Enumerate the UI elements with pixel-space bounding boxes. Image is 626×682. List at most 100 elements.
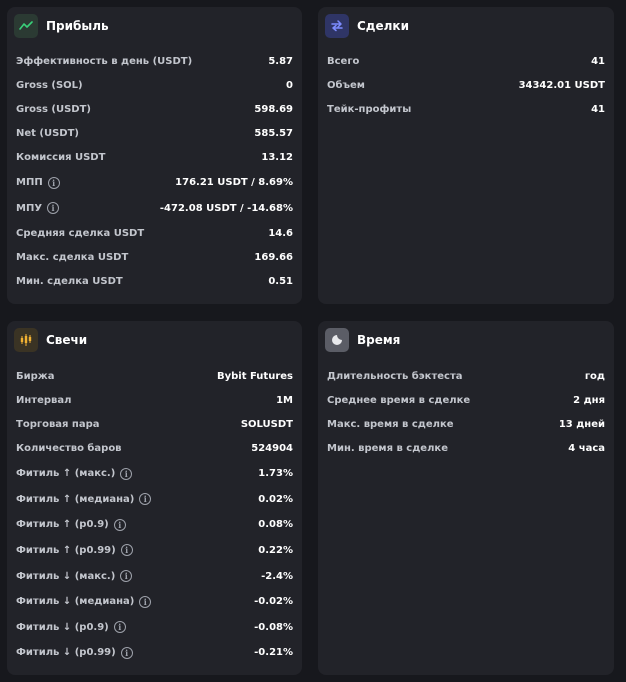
profit-card-title: Прибыль	[46, 19, 109, 33]
time-row-value: год	[584, 370, 605, 382]
time-row-value: 13 дней	[558, 418, 605, 430]
candles-row-value: -0.02%	[254, 596, 293, 608]
profit-card: Прибыль Эффективность в день (USDT) 5.87 G…	[7, 7, 302, 304]
deals-row: Всего 41	[327, 53, 605, 69]
profit-row: МПП i 176.21 USDT / 8.69%	[16, 175, 293, 191]
info-icon[interactable]: i	[139, 595, 152, 608]
candles-card-header: Свечи	[14, 328, 87, 352]
candles-row: Фитиль ↑ (p0.9) i 0.08%	[16, 517, 293, 533]
profit-row-label: МПУ i	[16, 202, 60, 214]
profit-row-label-text: Мин. сделка USDT	[16, 276, 123, 287]
candles-row: Биржа Bybit Futures	[16, 368, 293, 384]
time-row: Среднее время в сделке 2 дня	[327, 392, 605, 408]
time-row-label: Макс. время в сделке	[327, 419, 454, 430]
candles-row-label-text: Фитиль ↓ (p0.9)	[16, 621, 109, 633]
profit-row-label-text: Макс. сделка USDT	[16, 252, 129, 263]
candles-card-title: Свечи	[46, 333, 88, 347]
time-row-label-text: Длительность бэктеста	[327, 370, 463, 382]
candlestick-icon	[14, 328, 38, 352]
time-row-label-text: Среднее время в сделке	[327, 394, 471, 406]
profit-row-label: Средняя сделка USDT	[16, 228, 144, 239]
candles-row: Количество баров 524904	[16, 440, 293, 456]
info-icon[interactable]: i	[120, 570, 133, 582]
deals-row: Тейк-профиты 41	[327, 101, 605, 117]
candles-row-label-text: Биржа	[16, 370, 55, 382]
deals-row: Объем 34342.01 USDT	[327, 77, 605, 93]
deals-card-header: Сделки	[325, 14, 409, 38]
candles-row-label-text: Интервал	[16, 394, 72, 406]
profit-row: Gross (SOL) 0	[16, 77, 293, 93]
profit-row: Net (USDT) 585.57	[16, 125, 293, 141]
profit-row-value: 585.57	[254, 127, 293, 139]
profit-row-label: Комиссия USDT	[16, 152, 105, 163]
candles-row: Фитиль ↓ (p0.99) i -0.21%	[16, 645, 293, 661]
info-icon[interactable]: i	[47, 202, 60, 214]
profit-row: Комиссия USDT 13.12	[16, 149, 293, 165]
candles-row-label: Интервал	[16, 395, 71, 406]
time-row-label: Среднее время в сделке	[327, 395, 470, 406]
time-row-value: 2 дня	[573, 394, 605, 406]
profit-row-value: 176.21 USDT / 8.69%	[175, 177, 293, 188]
info-icon[interactable]: i	[139, 493, 152, 506]
deals-row-label: Тейк-профиты	[327, 104, 411, 115]
candles-row-label-text: Торговая пара	[16, 418, 100, 430]
candles-row-label-text: Фитиль ↓ (медиана)	[16, 596, 135, 608]
profit-row-label: Макс. сделка USDT	[16, 252, 128, 263]
candles-row-label-text: Количество баров	[16, 442, 122, 454]
trend-line-icon	[14, 14, 38, 38]
info-icon[interactable]: i	[47, 176, 60, 189]
info-icon[interactable]: i	[120, 646, 133, 659]
clock-icon	[325, 328, 349, 352]
candles-row-label: Фитиль ↑ (p0.99) i	[16, 544, 133, 557]
candles-row-label: Биржа	[16, 371, 55, 382]
profit-card-header: Прибыль	[14, 14, 109, 38]
candles-row: Фитиль ↑ (p0.99) i 0.22%	[16, 542, 293, 558]
profit-row-value: 13.12	[261, 151, 293, 163]
info-icon[interactable]: i	[113, 621, 126, 634]
candles-row-value: 0.02%	[258, 493, 293, 505]
time-row: Мин. время в сделке 4 часа	[327, 440, 605, 456]
candles-row-label-text: Фитиль ↑ (макс.)	[16, 468, 116, 480]
info-icon[interactable]: i	[120, 544, 133, 557]
info-icon[interactable]: i	[113, 518, 126, 531]
candles-row: Фитиль ↓ (макс.) i -2.4%	[16, 568, 293, 584]
profit-row-value: 0	[286, 79, 293, 91]
candles-row-label-text: Фитиль ↑ (p0.9)	[16, 519, 109, 531]
candles-row-value: 0.08%	[258, 519, 293, 531]
profit-row: Мин. сделка USDT 0.51	[16, 274, 293, 290]
info-icon[interactable]: i	[120, 467, 133, 480]
profit-row-label-text: Net (USDT)	[16, 127, 79, 139]
profit-row-label: Gross (USDT)	[16, 104, 91, 115]
swap-arrows-icon	[325, 14, 349, 38]
profit-row: МПУ i -472.08 USDT / -14.68%	[16, 200, 293, 216]
profit-row-value: 14.6	[268, 228, 293, 239]
candles-row-label-text: Фитиль ↓ (макс.)	[16, 570, 116, 582]
candles-row-value: -2.4%	[261, 570, 293, 582]
candles-row-label-text: Фитиль ↓ (p0.99)	[16, 647, 116, 659]
deals-row-label-text: Тейк-профиты	[327, 103, 412, 115]
candles-row-label: Торговая пара	[16, 419, 100, 430]
candles-row-value: 1M	[276, 394, 293, 406]
deals-row-label: Всего	[327, 56, 359, 67]
deals-card-title: Сделки	[357, 19, 409, 33]
profit-row-label-text: Эффективность в день (USDT)	[16, 55, 193, 67]
deals-card: Сделки Всего 41 Объем 34342.01 USDT Тейк-про…	[318, 7, 614, 304]
profit-row-value: 169.66	[254, 252, 293, 263]
candles-row: Интервал 1M	[16, 392, 293, 408]
profit-row: Эффективность в день (USDT) 5.87	[16, 53, 293, 69]
profit-row-value: 598.69	[254, 103, 293, 115]
profit-row: Gross (USDT) 598.69	[16, 101, 293, 117]
time-row-label-text: Макс. время в сделке	[327, 418, 454, 430]
candles-row-label: Фитиль ↑ (медиана) i	[16, 493, 152, 506]
profit-row-label: Эффективность в день (USDT)	[16, 56, 192, 67]
candles-row-value: 0.22%	[258, 544, 293, 556]
deals-row-label: Объем	[327, 80, 365, 91]
candles-row-value: 524904	[251, 442, 293, 454]
profit-row-label-text: Gross (USDT)	[16, 103, 91, 115]
candles-row-label: Фитиль ↑ (макс.) i	[16, 467, 133, 480]
profit-row-value: 5.87	[268, 55, 293, 67]
profit-row-label-text: Средняя сделка USDT	[16, 228, 145, 239]
deals-row-label-text: Всего	[327, 55, 360, 67]
candles-row: Торговая пара SOLUSDT	[16, 416, 293, 432]
candles-row-label-text: Фитиль ↑ (медиана)	[16, 493, 135, 505]
